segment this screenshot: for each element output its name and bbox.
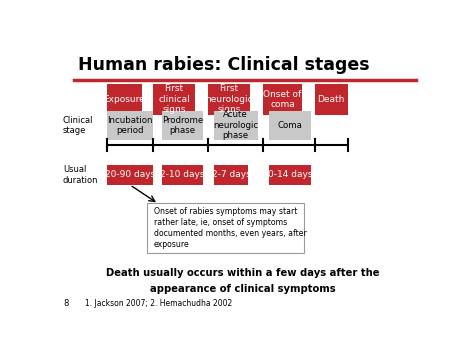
Text: Exposure: Exposure — [104, 95, 146, 104]
Text: 20-90 days: 20-90 days — [105, 170, 155, 179]
Text: First
neurologic
signs: First neurologic signs — [205, 84, 253, 114]
FancyBboxPatch shape — [213, 165, 248, 185]
FancyBboxPatch shape — [162, 165, 202, 185]
FancyBboxPatch shape — [269, 165, 311, 185]
Text: Usual
duration: Usual duration — [63, 165, 99, 185]
FancyBboxPatch shape — [107, 165, 153, 185]
Text: Death usually occurs within a few days after the: Death usually occurs within a few days a… — [106, 268, 380, 278]
FancyBboxPatch shape — [162, 111, 202, 140]
FancyBboxPatch shape — [147, 202, 303, 253]
Text: Death: Death — [318, 95, 345, 104]
FancyBboxPatch shape — [263, 84, 301, 115]
Text: First
clinical
signs: First clinical signs — [158, 84, 190, 114]
FancyBboxPatch shape — [208, 84, 250, 115]
FancyBboxPatch shape — [107, 84, 142, 115]
Text: Onset of rabies symptoms may start
rather late, ie, onset of symptoms
documented: Onset of rabies symptoms may start rathe… — [154, 207, 306, 250]
Text: Onset of
coma: Onset of coma — [263, 89, 301, 109]
FancyBboxPatch shape — [269, 111, 311, 140]
Text: 2-7 days: 2-7 days — [211, 170, 250, 179]
FancyBboxPatch shape — [107, 111, 153, 140]
Text: Incubation
period: Incubation period — [107, 116, 153, 135]
Text: appearance of clinical symptoms: appearance of clinical symptoms — [150, 284, 336, 294]
FancyBboxPatch shape — [315, 84, 347, 115]
FancyBboxPatch shape — [213, 111, 258, 140]
Text: Prodrome
phase: Prodrome phase — [162, 116, 203, 135]
Text: 1. Jackson 2007; 2. Hemachudha 2002: 1. Jackson 2007; 2. Hemachudha 2002 — [85, 299, 232, 308]
Text: Coma: Coma — [277, 121, 302, 130]
FancyBboxPatch shape — [153, 84, 195, 115]
Text: 8: 8 — [63, 299, 68, 308]
Text: Clinical
stage: Clinical stage — [63, 116, 93, 135]
Text: 0-14 days: 0-14 days — [267, 170, 312, 179]
Text: Acute
neurologic
phase: Acute neurologic phase — [213, 110, 258, 140]
Text: 2-10 days: 2-10 days — [160, 170, 205, 179]
Text: Human rabies: Clinical stages: Human rabies: Clinical stages — [78, 56, 369, 74]
